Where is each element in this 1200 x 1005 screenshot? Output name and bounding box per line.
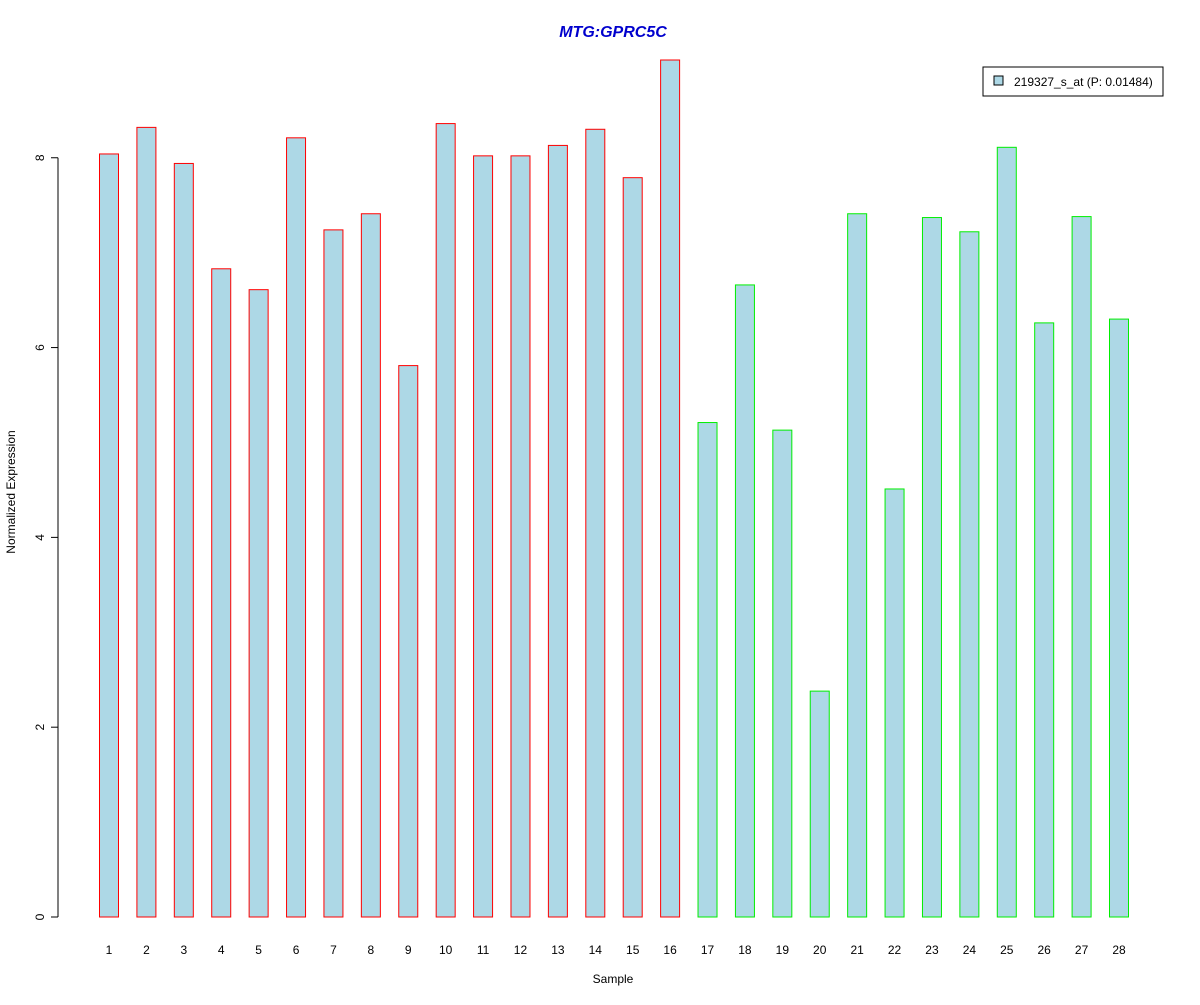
x-tick-label: 25 xyxy=(1000,943,1014,957)
bar-sample-15 xyxy=(622,177,643,918)
bar-sample-7 xyxy=(323,229,344,918)
x-tick-label: 22 xyxy=(888,943,902,957)
x-tick-label: 6 xyxy=(293,943,300,957)
y-axis-title: Normalized Expression xyxy=(4,430,18,553)
y-tick-label: 6 xyxy=(33,344,47,351)
bar-sample-17 xyxy=(697,422,718,918)
x-tick-label: 19 xyxy=(776,943,790,957)
x-tick-label: 13 xyxy=(551,943,565,957)
bar-sample-24 xyxy=(959,231,980,918)
bar-sample-9 xyxy=(398,365,419,918)
bar-sample-8 xyxy=(360,213,381,918)
x-axis-title: Sample xyxy=(593,972,634,986)
x-tick-label: 20 xyxy=(813,943,827,957)
bar-sample-16 xyxy=(660,59,681,918)
legend-box xyxy=(982,66,1164,97)
bar-sample-10 xyxy=(435,123,456,918)
y-tick-label: 0 xyxy=(33,913,47,920)
bar-sample-14 xyxy=(585,128,606,918)
x-tick-label: 18 xyxy=(738,943,752,957)
x-tick-labels: 1 2 3 4 5 6 7 8 9 10 11 12 13 14 15 16 17 18 19 20 21 22 23 24 2… xyxy=(106,943,1126,957)
x-tick-label: 1 xyxy=(106,943,113,957)
bar-sample-28 xyxy=(1109,318,1129,918)
x-tick-label: 26 xyxy=(1038,943,1052,957)
bar-sample-27 xyxy=(1071,216,1092,918)
bar-sample-4 xyxy=(211,268,232,918)
y-tick-label: 2 xyxy=(33,724,47,731)
bar-sample-1 xyxy=(99,153,119,918)
x-tick-label: 28 xyxy=(1112,943,1126,957)
x-tick-label: 27 xyxy=(1075,943,1089,957)
x-tick-label: 21 xyxy=(850,943,864,957)
x-tick-label: 17 xyxy=(701,943,715,957)
x-tick-label: 15 xyxy=(626,943,640,957)
legend: 219327_s_at (P: 0.01484) xyxy=(982,66,1164,97)
bar-sample-11 xyxy=(473,155,494,918)
x-tick-label: 3 xyxy=(180,943,187,957)
x-tick-label: 5 xyxy=(255,943,262,957)
bar-sample-19 xyxy=(772,429,793,918)
x-tick-label: 2 xyxy=(143,943,150,957)
y-tick-label: 4 xyxy=(33,534,47,541)
bar-sample-3 xyxy=(173,162,194,918)
bar-sample-20 xyxy=(809,690,830,918)
x-tick-label: 11 xyxy=(477,943,490,957)
bar-sample-25 xyxy=(996,146,1017,918)
bar-sample-2 xyxy=(136,126,157,918)
x-tick-label: 14 xyxy=(589,943,603,957)
bar-sample-5 xyxy=(248,289,269,918)
chart-title: MTG:GPRC5C xyxy=(559,24,667,41)
bar-sample-18 xyxy=(734,284,755,918)
x-tick-label: 24 xyxy=(963,943,977,957)
x-tick-label: 12 xyxy=(514,943,528,957)
bar-sample-6 xyxy=(286,137,307,918)
bar-sample-26 xyxy=(1034,322,1055,918)
x-tick-label: 8 xyxy=(368,943,375,957)
x-tick-label: 4 xyxy=(218,943,225,957)
bar-series xyxy=(99,59,1129,918)
bar-sample-21 xyxy=(847,213,868,918)
bar-sample-13 xyxy=(547,144,568,918)
bar-sample-22 xyxy=(884,488,905,918)
legend-label: 219327_s_at (P: 0.01484) xyxy=(1014,75,1153,89)
y-axis: 0 2 4 6 8 xyxy=(33,154,59,920)
bar-sample-12 xyxy=(510,155,531,918)
x-tick-label: 16 xyxy=(663,943,677,957)
x-tick-label: 7 xyxy=(330,943,337,957)
x-tick-label: 23 xyxy=(925,943,939,957)
x-tick-label: 10 xyxy=(439,943,453,957)
y-tick-label: 8 xyxy=(33,154,47,161)
bar-sample-23 xyxy=(921,217,942,918)
legend-swatch xyxy=(993,75,1004,86)
x-tick-label: 9 xyxy=(405,943,412,957)
